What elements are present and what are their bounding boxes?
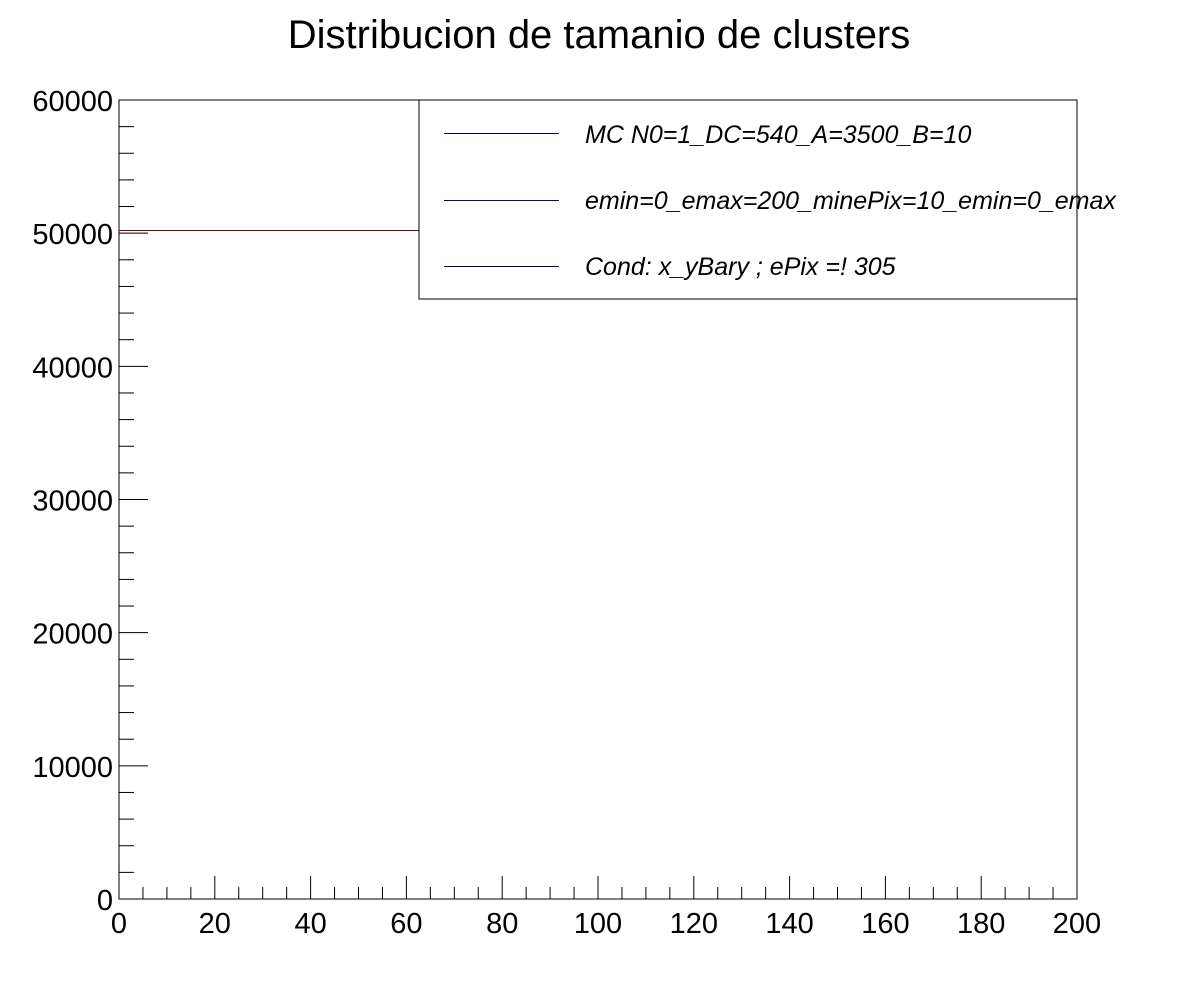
x-tick-label: 180 (957, 908, 1005, 940)
x-tick-label: 80 (486, 908, 518, 940)
chart-title: Distribucion de tamanio de clusters (288, 13, 911, 57)
legend: MC N0=1_DC=540_A=3500_B=10 emin=0_emax=2… (418, 99, 1117, 300)
legend-label-energy: emin=0_emax=200_minePix=10_emin=0_emax (585, 187, 1117, 215)
y-tick-label: 20000 (32, 619, 113, 651)
y-axis-ticks (119, 99, 148, 900)
x-tick-label: 140 (765, 908, 813, 940)
y-tick-label: 0 (97, 885, 113, 917)
x-tick-label: 120 (670, 908, 718, 940)
y-tick-label: 40000 (32, 352, 113, 384)
x-axis-tick-labels: 0 20 40 60 80 100 120 140 160 180 200 (111, 908, 1101, 940)
x-tick-label: 200 (1053, 908, 1101, 940)
y-tick-label: 50000 (32, 219, 113, 251)
x-tick-label: 100 (574, 908, 622, 940)
legend-label-condition: Cond: x_yBary ; ePix =! 305 (585, 253, 896, 281)
y-tick-label: 10000 (32, 752, 113, 784)
x-tick-label: 20 (199, 908, 231, 940)
x-axis-ticks (118, 876, 1078, 899)
x-tick-label: 40 (294, 908, 326, 940)
y-tick-label: 30000 (32, 486, 113, 518)
y-tick-label: 60000 (32, 86, 113, 118)
x-tick-label: 0 (111, 908, 127, 940)
x-tick-label: 160 (861, 908, 909, 940)
y-axis-tick-labels: 0 10000 20000 30000 40000 50000 60000 (32, 86, 113, 917)
x-tick-label: 60 (390, 908, 422, 940)
legend-label-mc: MC N0=1_DC=540_A=3500_B=10 (585, 121, 971, 149)
